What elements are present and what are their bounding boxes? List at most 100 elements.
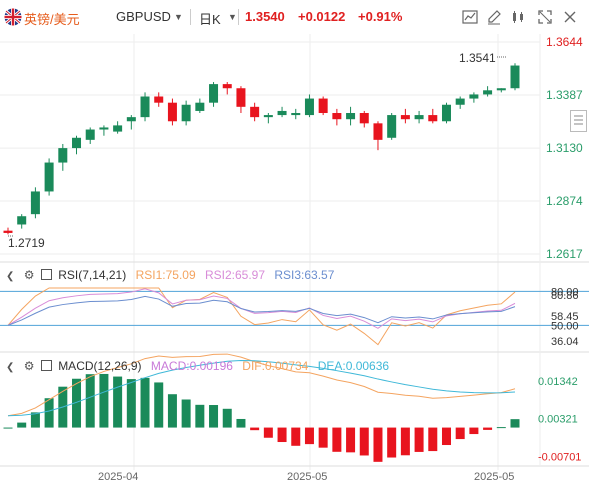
candle	[58, 148, 68, 163]
x-axis: 2025-04 2025-05 2025-05	[98, 471, 514, 483]
macd-legend: ❮ ⚙ MACD(12,26,9) MACD:0.00196 DIF:0.007…	[6, 359, 389, 373]
candle	[181, 104, 191, 122]
macd-histogram-bar	[222, 408, 232, 428]
symbol-dropdown-chevron-icon[interactable]: ▼	[174, 12, 183, 22]
rsi-checkbox-icon[interactable]	[40, 269, 52, 280]
macd-level-label: 0.01342	[538, 376, 578, 388]
candle	[346, 113, 356, 120]
indicator-settings-icon[interactable]	[460, 7, 480, 27]
macd-histogram-bar	[44, 398, 54, 428]
rsi3-line	[7, 295, 516, 326]
macd-histogram-bar	[72, 378, 82, 428]
macd-histogram-bar	[113, 376, 123, 428]
dea-value: DEA:0.00636	[317, 359, 390, 373]
low-price-label: 1.2719	[8, 236, 45, 250]
period-selector[interactable]: 日K	[199, 12, 221, 27]
price-axis: 1.3644 1.3387 1.3130 1.2874 1.2617	[546, 35, 583, 261]
rsi1-line	[7, 287, 516, 346]
macd-histogram-bar	[428, 427, 438, 452]
candlestick-series	[3, 63, 520, 235]
symbol-selector[interactable]: GBPUSD	[116, 9, 171, 24]
draw-tool-icon[interactable]	[484, 7, 504, 27]
rsi2-line	[7, 288, 516, 329]
rsi-settings-icon[interactable]: ⚙	[23, 268, 35, 282]
fullscreen-icon[interactable]	[535, 7, 555, 27]
macd-histogram-bar	[510, 419, 520, 428]
pair-name[interactable]: 英镑/美元	[24, 12, 80, 27]
macd-histogram-bar	[209, 405, 219, 428]
price-tick-label: 1.3130	[546, 141, 583, 155]
macd-histogram-bar	[483, 427, 493, 430]
macd-histogram-bar	[154, 382, 164, 428]
price-annotations: 1.2719 1.3541	[8, 51, 507, 250]
candle	[209, 84, 219, 103]
candle	[428, 115, 438, 122]
candle	[222, 84, 232, 89]
candle	[140, 96, 150, 118]
candle	[167, 102, 177, 122]
rsi3-value: RSI3:63.57	[274, 268, 335, 282]
candle	[236, 88, 246, 107]
candle	[483, 90, 493, 95]
candle	[400, 115, 410, 120]
candle	[469, 94, 479, 99]
candle	[318, 98, 328, 114]
candle	[263, 115, 273, 118]
candle	[496, 88, 506, 91]
candle	[510, 65, 520, 89]
candle	[72, 137, 82, 149]
close-icon[interactable]	[560, 7, 580, 27]
macd-checkbox-icon[interactable]	[40, 360, 52, 371]
rsi-collapse-icon[interactable]: ❮	[6, 271, 15, 282]
macd-histogram-bar	[167, 394, 177, 428]
candle	[126, 117, 136, 122]
macd-settings-icon[interactable]: ⚙	[23, 359, 35, 373]
macd-histogram-bar	[346, 427, 356, 453]
macd-histogram-bar	[263, 427, 273, 438]
rsi-legend: ❮ ⚙ RSI(7,14,21) RSI1:75.09 RSI2:65.97 R…	[6, 268, 334, 282]
price-change: +0.0122	[298, 9, 346, 24]
rsi1-value: RSI1:75.09	[135, 268, 196, 282]
macd-histogram-bar	[318, 427, 328, 448]
macd-histogram-bar	[400, 427, 410, 456]
chart-type-icon[interactable]	[508, 7, 528, 27]
macd-histogram-bar	[359, 427, 369, 456]
macd-histogram-bar	[250, 427, 260, 431]
collapse-panel-button[interactable]	[570, 110, 587, 132]
x-tick-label: 2025-05	[474, 471, 514, 483]
macd-histogram-bar	[236, 418, 246, 428]
macd-histogram-bar	[277, 427, 287, 443]
macd-histogram-bar	[30, 412, 40, 428]
macd-histogram-bar	[17, 422, 27, 428]
price-tick-label: 1.3644	[546, 35, 583, 49]
macd-panel: 0.01342 0.00321 -0.00701	[3, 353, 581, 463]
candle	[455, 98, 465, 105]
candle	[250, 106, 260, 118]
candle	[304, 98, 314, 116]
candle	[414, 115, 424, 120]
gb-flag-icon	[4, 8, 22, 26]
candle	[3, 230, 13, 233]
candle	[44, 162, 54, 192]
macd-histogram-bar	[99, 373, 109, 428]
rsi-level-label: 50.00	[551, 320, 579, 332]
macd-histogram-bar	[496, 427, 506, 429]
macd-level-label: -0.00701	[538, 451, 581, 463]
price-tick-label: 1.2874	[546, 194, 583, 208]
rsi-title: RSI(7,14,21)	[58, 268, 127, 282]
chart-header: 英镑/美元 GBPUSD ▼ 日K ▼ 1.3540 +0.0122 +0.91…	[0, 0, 589, 34]
macd-histogram-bar	[441, 427, 451, 446]
macd-histogram-bar	[195, 404, 205, 428]
header-divider-2	[238, 9, 239, 25]
macd-collapse-icon[interactable]: ❮	[6, 362, 15, 373]
period-dropdown-chevron-icon[interactable]: ▼	[228, 12, 237, 22]
candle	[373, 123, 383, 140]
candle	[291, 113, 301, 116]
rsi-level-label: 36.04	[551, 336, 579, 348]
macd-histogram-bar	[332, 427, 342, 452]
price-tick-label: 1.2617	[546, 247, 583, 261]
candle	[277, 110, 287, 116]
price-tick-label: 1.3387	[546, 88, 583, 102]
